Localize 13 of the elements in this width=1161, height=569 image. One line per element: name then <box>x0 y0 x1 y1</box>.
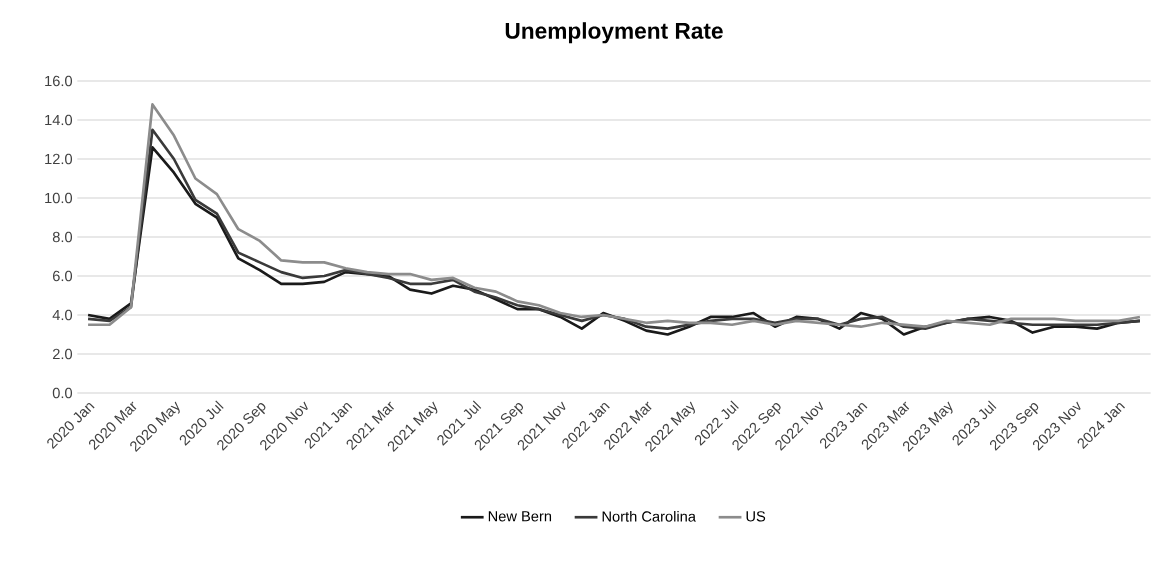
y-tick-label: 10.0 <box>45 192 73 204</box>
y-tick-label: 4.0 <box>52 309 73 321</box>
y-tick-label: 0.0 <box>52 387 73 399</box>
y-tick-label: 16.0 <box>45 75 73 87</box>
legend-label: US <box>746 511 766 522</box>
y-tick-label: 12.0 <box>45 153 73 165</box>
legend-label: North Carolina <box>602 510 696 522</box>
y-tick-label: 2.0 <box>52 348 73 360</box>
y-tick-label: 8.0 <box>52 231 73 243</box>
chart-title: Unemployment Rate <box>505 22 723 44</box>
y-tick-label: 6.0 <box>52 270 73 282</box>
y-tick-label: 14.0 <box>45 114 73 126</box>
legend-label: New Bern <box>488 511 552 522</box>
